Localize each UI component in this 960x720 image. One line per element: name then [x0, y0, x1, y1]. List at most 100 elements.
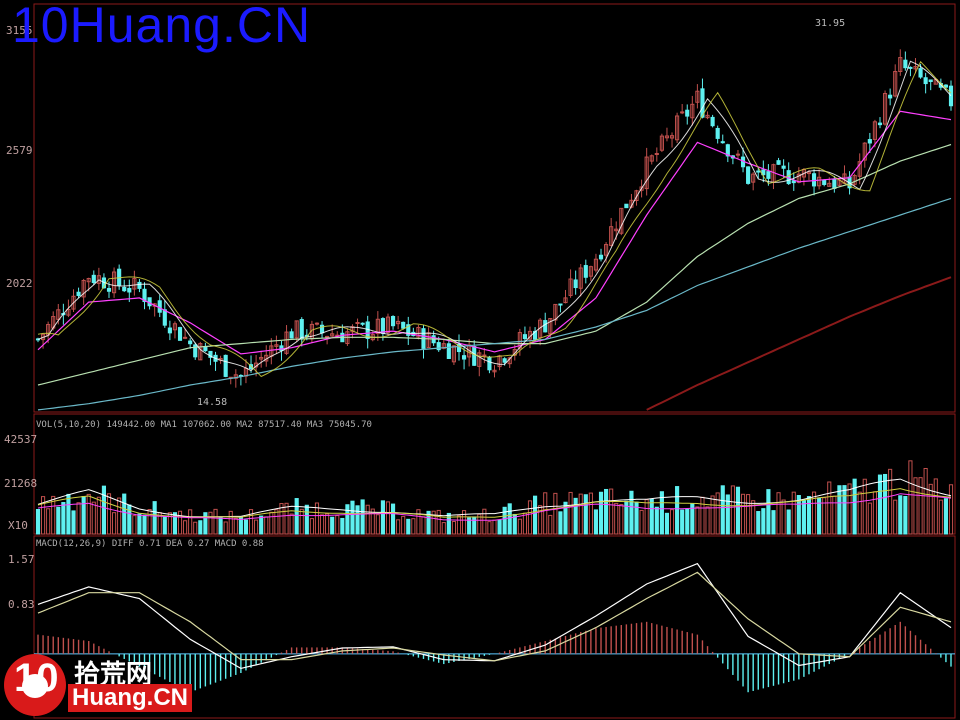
- price-y-tick-1: 2579: [6, 144, 33, 157]
- volume-bar: [167, 512, 172, 535]
- volume-bar: [243, 519, 249, 535]
- candle-body: [162, 309, 167, 326]
- volume-bar: [659, 491, 664, 535]
- candle-body: [893, 71, 898, 97]
- candle-body: [497, 355, 502, 368]
- volume-bar: [614, 502, 619, 535]
- candle-body: [385, 316, 391, 333]
- volume-bar: [441, 522, 446, 535]
- site-logo[interactable]: 10 拾荒网 Huang.CN: [4, 652, 204, 720]
- candle-body: [756, 170, 761, 173]
- logo-mark: 10: [14, 656, 59, 700]
- volume-bar: [177, 510, 183, 535]
- volume-bar: [847, 483, 852, 535]
- volume-bar: [548, 514, 553, 535]
- candle-body: [66, 309, 71, 316]
- candle-body: [208, 350, 213, 358]
- price-ma-short-line: [37, 60, 952, 372]
- candle-body: [649, 155, 654, 162]
- volume-bar: [538, 505, 543, 535]
- candle-body: [91, 274, 96, 284]
- volume-bar: [908, 460, 913, 535]
- candle-body: [690, 103, 695, 119]
- candle-body: [223, 354, 228, 377]
- candle-body: [380, 318, 385, 334]
- candle-body: [791, 180, 796, 184]
- volume-bar: [573, 497, 578, 535]
- volume-bar: [91, 501, 96, 535]
- candle-body: [198, 343, 203, 361]
- volume-bar: [299, 508, 304, 535]
- volume-bar: [842, 485, 847, 535]
- volume-bar: [877, 474, 883, 535]
- candle-body: [451, 345, 456, 363]
- candle-body: [943, 84, 949, 88]
- volume-bar: [335, 515, 340, 535]
- volume-bar: [365, 504, 370, 535]
- candle-body: [776, 160, 781, 165]
- volume-panel: [35, 460, 954, 535]
- volume-bar: [629, 490, 634, 535]
- volume-bar: [482, 508, 487, 535]
- candle-body: [604, 244, 609, 256]
- candle-body: [259, 356, 264, 360]
- price-frame: [33, 3, 956, 413]
- candle-body: [461, 355, 467, 360]
- candle-body: [624, 203, 629, 209]
- volume-bar: [461, 510, 467, 535]
- candle-body: [720, 141, 725, 144]
- volume-bar: [112, 512, 117, 535]
- price-ma-short-line: [37, 60, 952, 378]
- candle-body: [852, 175, 857, 185]
- volume-bar: [487, 521, 492, 535]
- candle-body: [132, 277, 137, 290]
- candle-body: [746, 166, 751, 184]
- volume-bar: [188, 509, 193, 535]
- volume-bar: [923, 467, 928, 535]
- candle-body: [355, 322, 360, 325]
- volume-bar: [578, 493, 583, 535]
- candle-body: [233, 374, 238, 379]
- price-ma250-line: [646, 276, 952, 411]
- volume-bar: [456, 515, 462, 535]
- volume-bar: [918, 477, 923, 535]
- candle-body: [751, 173, 756, 183]
- candle-body: [598, 254, 604, 260]
- volume-bar: [583, 494, 588, 535]
- volume-bar: [218, 516, 223, 535]
- volume-bar: [370, 508, 375, 535]
- volume-bar: [751, 500, 756, 535]
- volume-bar: [862, 478, 867, 535]
- volume-bar: [735, 486, 741, 535]
- volume-bar: [396, 519, 401, 535]
- candle-body: [76, 291, 81, 297]
- volume-bar: [172, 512, 178, 535]
- volume-bar: [360, 499, 365, 535]
- volume-bar: [259, 515, 264, 535]
- volume-bar: [588, 492, 593, 535]
- volume-bar: [913, 477, 918, 535]
- volume-bar: [710, 495, 715, 535]
- volume-bar: [928, 483, 933, 535]
- volume-bar: [563, 501, 568, 535]
- volume-bar: [700, 496, 705, 535]
- candle-body: [877, 122, 883, 126]
- volume-bar: [426, 510, 431, 535]
- volume-bar: [294, 498, 299, 535]
- candle-body: [406, 324, 411, 336]
- volume-bar: [233, 517, 238, 535]
- candle-body: [137, 281, 142, 289]
- volume-bar: [680, 509, 685, 535]
- candle-body: [86, 278, 91, 283]
- volume-bar: [142, 514, 147, 535]
- volume-bar: [898, 495, 903, 535]
- candle-body: [56, 309, 61, 320]
- price-y-tick-2: 2022: [6, 277, 33, 290]
- candle-body: [872, 121, 877, 140]
- candle-body: [401, 321, 406, 329]
- volume-bar: [558, 511, 563, 535]
- candle-body: [928, 79, 933, 83]
- candle-body: [122, 286, 127, 292]
- volume-bar: [781, 499, 786, 535]
- volume-bar: [61, 502, 66, 535]
